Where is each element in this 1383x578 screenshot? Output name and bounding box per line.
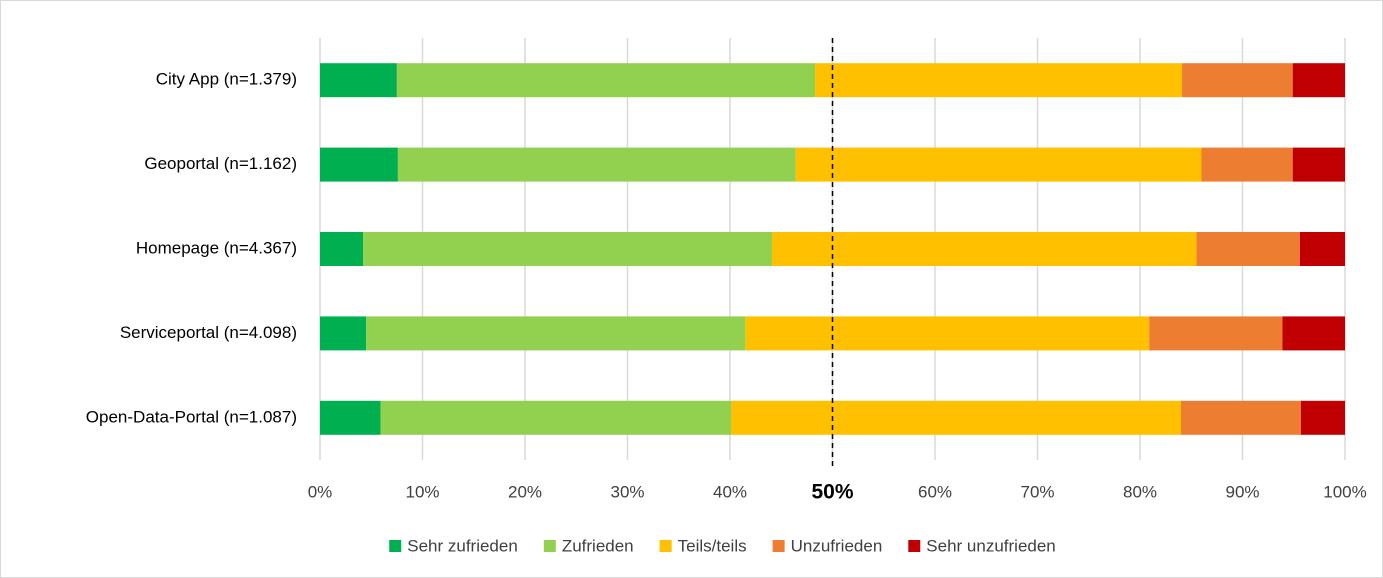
bar-segment	[1292, 63, 1345, 98]
bar-segment	[1181, 400, 1301, 435]
bar-segment	[380, 400, 732, 435]
legend-swatch	[908, 540, 921, 552]
y-tick-label: Homepage (n=4.367)	[136, 238, 297, 257]
bar-segment	[320, 400, 381, 435]
x-tick-label: 0%	[308, 482, 333, 501]
bar-segment	[397, 147, 796, 182]
x-tick-label: 100%	[1323, 482, 1366, 501]
legend-swatch	[543, 540, 556, 552]
x-tick-label: 60%	[918, 482, 952, 501]
bar-segment	[1282, 316, 1345, 351]
bar-segment	[320, 232, 364, 266]
bar-segment	[1300, 400, 1345, 435]
bar-segment	[320, 316, 367, 351]
y-tick-label: Serviceportal (n=4.098)	[120, 323, 297, 342]
bar-segment	[320, 63, 397, 98]
bar-segment	[815, 63, 1183, 98]
bar-segment	[363, 232, 773, 266]
bar-segment	[1182, 63, 1293, 98]
legend-label: Sehr unzufrieden	[926, 536, 1055, 555]
bar-segment	[1196, 232, 1300, 266]
x-tick-label: 40%	[713, 482, 747, 501]
bar-segment	[1201, 147, 1293, 182]
y-tick-label: City App (n=1.379)	[156, 70, 297, 89]
bar-segment	[731, 400, 1181, 435]
x-tick-label: 20%	[508, 482, 542, 501]
legend-swatch	[389, 540, 402, 552]
bar-segment	[396, 63, 816, 98]
bar-segment	[320, 147, 398, 182]
bar-segment	[795, 147, 1202, 182]
bar-segment	[1292, 147, 1345, 182]
legend-label: Unzufrieden	[791, 536, 883, 555]
x-tick-label: 10%	[405, 482, 439, 501]
y-tick-label: Open-Data-Portal (n=1.087)	[86, 407, 297, 426]
bar-segment	[1299, 232, 1345, 266]
bar-segment	[1149, 316, 1283, 351]
legend-swatch	[659, 540, 672, 552]
x-tick-label: 70%	[1020, 482, 1054, 501]
x-tick-label: 30%	[610, 482, 644, 501]
bar-segment	[745, 316, 1150, 351]
legend-label: Zufrieden	[562, 536, 634, 555]
bar-segment	[772, 232, 1197, 266]
x-tick-label: 90%	[1225, 482, 1259, 501]
y-tick-label: Geoportal (n=1.162)	[144, 154, 297, 173]
legend-label: Teils/teils	[678, 536, 747, 555]
bar-segment	[366, 316, 746, 351]
x-tick-label: 50%	[811, 481, 853, 504]
legend-label: Sehr zufrieden	[407, 536, 518, 555]
x-tick-label: 80%	[1123, 482, 1157, 501]
legend-swatch	[772, 540, 785, 552]
